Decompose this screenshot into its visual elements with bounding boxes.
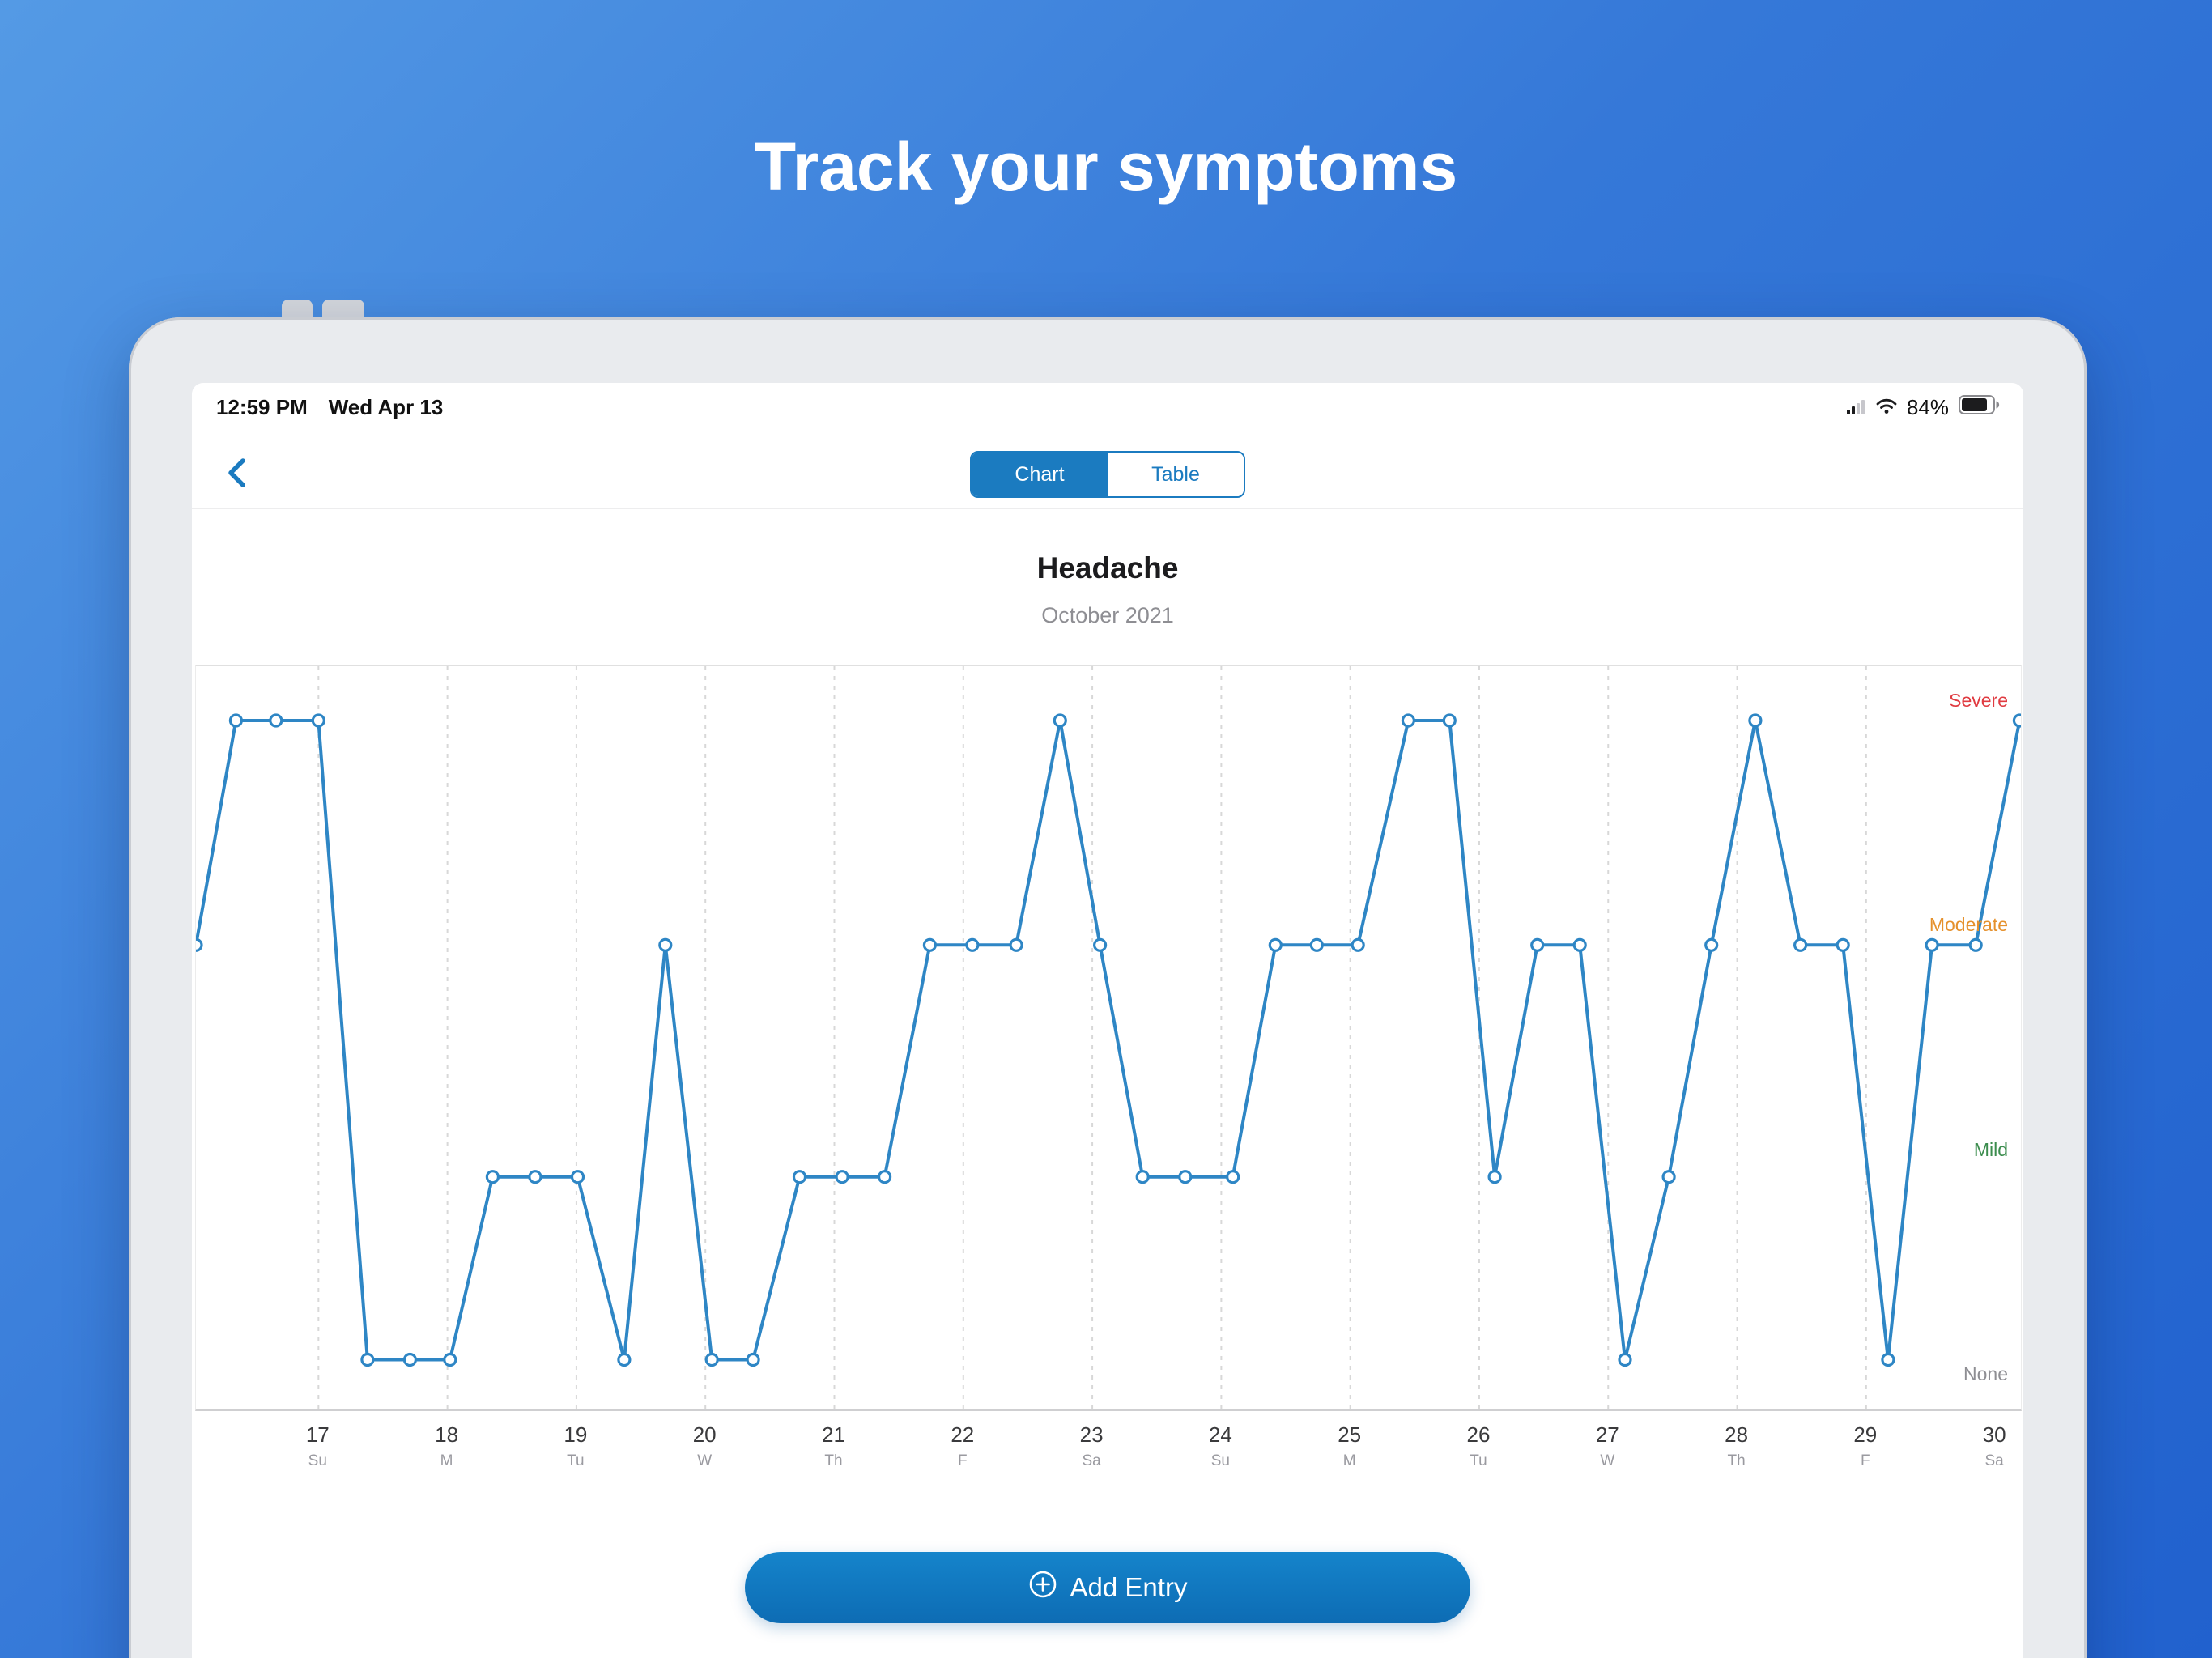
data-point[interactable] bbox=[228, 713, 244, 728]
data-point[interactable] bbox=[2012, 713, 2021, 728]
symptom-chart: Severe Moderate Mild None bbox=[195, 665, 2022, 1411]
data-point[interactable] bbox=[1748, 713, 1763, 728]
status-date: Wed Apr 13 bbox=[328, 394, 444, 419]
data-point[interactable] bbox=[443, 1352, 457, 1367]
cellular-icon bbox=[1846, 395, 1866, 420]
x-axis-label-day-23: 23 Sa bbox=[1079, 1422, 1104, 1469]
data-point[interactable] bbox=[1881, 1352, 1895, 1367]
x-axis-label-day-27: 27 W bbox=[1595, 1422, 1619, 1469]
chart-table-segmented-control: Chart Table bbox=[970, 451, 1245, 498]
data-point[interactable] bbox=[1704, 937, 1719, 952]
data-point[interactable] bbox=[877, 1170, 892, 1184]
data-point[interactable] bbox=[1618, 1352, 1632, 1367]
add-entry-button[interactable]: Add Entry bbox=[745, 1552, 1470, 1623]
data-point[interactable] bbox=[1487, 1170, 1502, 1184]
app-screen: 12:59 PM Wed Apr 13 bbox=[192, 383, 2023, 1658]
x-axis-label-day-28: 28 Th bbox=[1725, 1422, 1749, 1469]
chart-plot-area bbox=[196, 666, 2021, 1409]
x-axis-label-day-19: 19 Tu bbox=[564, 1422, 588, 1469]
chevron-left-icon bbox=[221, 457, 253, 494]
battery-icon bbox=[1959, 394, 2001, 420]
back-button[interactable] bbox=[216, 453, 258, 495]
x-axis-label-day-21: 21 Th bbox=[822, 1422, 845, 1469]
ipad-volume-button bbox=[322, 300, 364, 319]
wifi-icon bbox=[1876, 395, 1897, 420]
data-point[interactable] bbox=[658, 937, 673, 952]
x-axis-label-day-25: 25 M bbox=[1338, 1422, 1362, 1469]
data-point[interactable] bbox=[1092, 937, 1108, 952]
x-axis-label-day-20: 20 W bbox=[692, 1422, 717, 1469]
data-point[interactable] bbox=[528, 1170, 542, 1184]
data-point[interactable] bbox=[1226, 1170, 1240, 1184]
data-point[interactable] bbox=[1135, 1170, 1150, 1184]
symptom-title: Headache bbox=[1036, 551, 1179, 585]
symptom-month: October 2021 bbox=[1041, 603, 1174, 627]
plus-circle-icon bbox=[1028, 1570, 1057, 1605]
data-point[interactable] bbox=[1530, 937, 1545, 952]
data-point[interactable] bbox=[1836, 937, 1850, 952]
data-point[interactable] bbox=[1661, 1170, 1676, 1184]
nav-divider bbox=[192, 508, 2023, 509]
add-entry-label: Add Entry bbox=[1070, 1572, 1188, 1602]
tab-chart[interactable]: Chart bbox=[972, 453, 1108, 496]
data-point[interactable] bbox=[1053, 713, 1067, 728]
date-axis: 17 Su 18 M 19 Tu 20 W 21 Th 22 F 23 Sa 24 Su 25 M 26 Tu 27 W 2… bbox=[195, 1422, 2020, 1487]
ipad-device-frame: 12:59 PM Wed Apr 13 bbox=[129, 317, 2087, 1658]
x-axis-label-day-30: 30 Sa bbox=[1982, 1422, 2006, 1469]
data-point[interactable] bbox=[1442, 713, 1457, 728]
tab-table[interactable]: Table bbox=[1108, 453, 1244, 496]
data-point[interactable] bbox=[1968, 937, 1983, 952]
y-axis-label-mild: Mild bbox=[1973, 1138, 2008, 1160]
data-point[interactable] bbox=[1925, 937, 1939, 952]
data-point[interactable] bbox=[746, 1352, 760, 1367]
data-point[interactable] bbox=[1572, 937, 1587, 952]
data-point[interactable] bbox=[311, 713, 325, 728]
data-point[interactable] bbox=[196, 937, 203, 952]
data-point[interactable] bbox=[1793, 937, 1808, 952]
x-axis-label-day-22: 22 F bbox=[951, 1422, 975, 1469]
data-point[interactable] bbox=[1309, 937, 1324, 952]
data-point[interactable] bbox=[1009, 937, 1023, 952]
data-point[interactable] bbox=[360, 1352, 375, 1367]
data-point[interactable] bbox=[485, 1170, 500, 1184]
data-point[interactable] bbox=[1268, 937, 1283, 952]
x-axis-label-day-18: 18 M bbox=[435, 1422, 459, 1469]
battery-percent: 84% bbox=[1906, 394, 1949, 419]
status-time: 12:59 PM bbox=[216, 394, 308, 419]
x-axis-label-day-29: 29 F bbox=[1853, 1422, 1878, 1469]
x-axis-label-day-24: 24 Su bbox=[1208, 1422, 1232, 1469]
data-point[interactable] bbox=[1401, 713, 1416, 728]
data-point[interactable] bbox=[617, 1352, 632, 1367]
y-axis-label-none: None bbox=[1963, 1363, 2008, 1384]
data-point[interactable] bbox=[1351, 937, 1365, 952]
ipad-top-button bbox=[282, 300, 313, 319]
y-axis-label-severe: Severe bbox=[1949, 690, 2008, 712]
x-axis-label-day-17: 17 Su bbox=[305, 1422, 330, 1469]
x-axis-label-day-26: 26 Tu bbox=[1466, 1422, 1491, 1469]
data-point[interactable] bbox=[570, 1170, 585, 1184]
data-point[interactable] bbox=[704, 1352, 719, 1367]
page-title: Track your symptoms bbox=[754, 129, 1458, 205]
data-point[interactable] bbox=[269, 713, 283, 728]
data-point[interactable] bbox=[922, 937, 938, 952]
data-point[interactable] bbox=[835, 1170, 849, 1184]
data-point[interactable] bbox=[965, 937, 980, 952]
status-bar: 12:59 PM Wed Apr 13 bbox=[216, 391, 2001, 423]
data-point[interactable] bbox=[1178, 1170, 1193, 1184]
data-point[interactable] bbox=[402, 1352, 417, 1367]
y-axis-label-moderate: Moderate bbox=[1929, 914, 2008, 936]
severity-line-series bbox=[196, 719, 2021, 1362]
data-point[interactable] bbox=[792, 1170, 807, 1184]
